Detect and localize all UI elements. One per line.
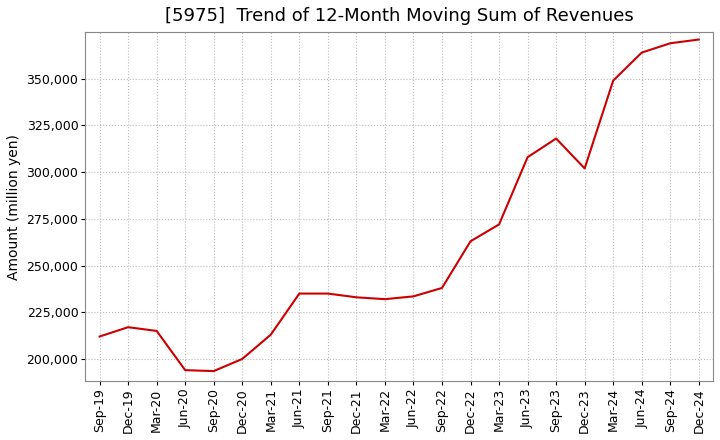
Y-axis label: Amount (million yen): Amount (million yen) [7, 134, 21, 280]
Title: [5975]  Trend of 12-Month Moving Sum of Revenues: [5975] Trend of 12-Month Moving Sum of R… [165, 7, 634, 25]
